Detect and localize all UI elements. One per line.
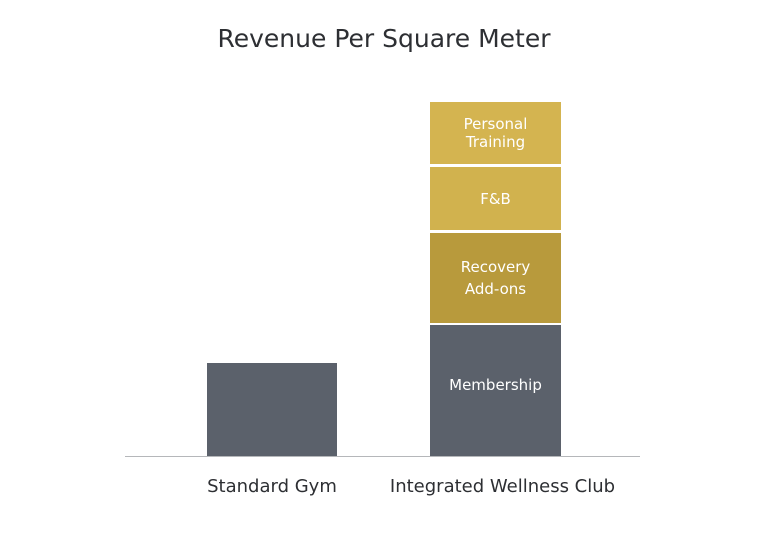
segment-label: Membership bbox=[449, 375, 542, 394]
segment-personal-training: Personal Training bbox=[430, 102, 561, 164]
x-label-integrated-wellness-club: Integrated Wellness Club bbox=[389, 476, 616, 497]
segment-label: Recovery Add-ons bbox=[460, 258, 531, 298]
segment-label: Personal Training bbox=[463, 115, 528, 151]
segment-membership bbox=[207, 363, 337, 456]
segment-membership: Membership bbox=[430, 325, 561, 456]
segment-label: F&B bbox=[480, 189, 511, 208]
segment-recovery-addons: Recovery Add-ons bbox=[430, 233, 561, 323]
x-label-standard-gym: Standard Gym bbox=[207, 476, 337, 497]
bar-standard-gym bbox=[207, 363, 337, 456]
bar-integrated-wellness-club: Personal Training F&B Recovery Add-ons M… bbox=[430, 102, 561, 456]
chart-title: Revenue Per Square Meter bbox=[217, 24, 551, 53]
segment-fb: F&B bbox=[430, 167, 561, 230]
x-axis-baseline bbox=[125, 456, 640, 457]
